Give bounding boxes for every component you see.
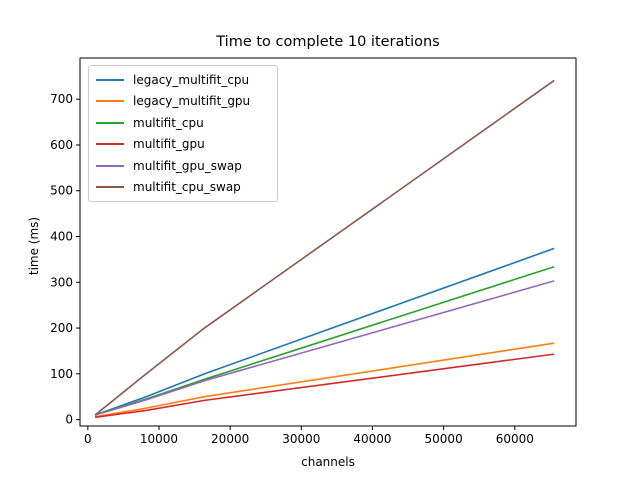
legend-swatch [96, 121, 124, 124]
legend-swatch [96, 186, 124, 189]
series-line [94, 247, 555, 416]
legend-swatch [96, 143, 124, 146]
y-axis-label: time (ms) [27, 216, 41, 276]
series-line [94, 280, 555, 416]
x-tick-label: 60000 [496, 432, 534, 446]
legend-label: multifit_gpu_swap [133, 158, 242, 173]
legend-label: multifit_gpu [133, 137, 205, 152]
legend-swatch [96, 164, 124, 167]
series-line [94, 79, 555, 416]
series-line [94, 342, 555, 418]
series-layer [94, 79, 555, 419]
x-tick-label: 40000 [353, 432, 391, 446]
x-tick-label: 0 [84, 432, 92, 446]
legend-item: multifit_cpu [89, 112, 277, 134]
legend-item: multifit_gpu_swap [89, 155, 277, 177]
chart-title: Time to complete 10 iterations [216, 34, 440, 50]
y-tick-label: 100 [50, 367, 73, 381]
legend-item: multifit_cpu_swap [89, 177, 277, 199]
x-tick-label: 30000 [282, 432, 320, 446]
legend-swatch [96, 100, 124, 103]
plot-frame [79, 57, 577, 427]
legend-label: multifit_cpu [133, 115, 204, 130]
y-tick-label: 300 [50, 275, 73, 289]
series-line [95, 353, 555, 419]
x-tick-label: 20000 [211, 432, 249, 446]
x-tick-label: 10000 [140, 432, 178, 446]
legend: legacy_multifit_cpu legacy_multifit_gpu … [88, 65, 278, 202]
y-tick-label: 600 [50, 138, 73, 152]
legend-label: multifit_cpu_swap [133, 180, 241, 195]
legend-label: legacy_multifit_gpu [133, 94, 251, 109]
y-tick-label: 500 [50, 184, 73, 198]
legend-label: legacy_multifit_cpu [133, 72, 250, 87]
y-tick-label: 700 [50, 92, 73, 106]
x-axis-label: channels [301, 455, 355, 469]
legend-item: legacy_multifit_gpu [89, 91, 277, 113]
x-tick-label: 50000 [425, 432, 463, 446]
legend-item: multifit_gpu [89, 134, 277, 156]
y-tick-label: 200 [50, 321, 73, 335]
tick-layer: 0 10000 20000 30000 40000 50000 60000 0 100 200 30… [50, 92, 534, 446]
legend-item: legacy_multifit_cpu [89, 69, 277, 91]
y-tick-label: 400 [50, 230, 73, 244]
series-line [94, 265, 555, 416]
legend-swatch [96, 78, 124, 81]
y-tick-label: 0 [65, 413, 73, 427]
